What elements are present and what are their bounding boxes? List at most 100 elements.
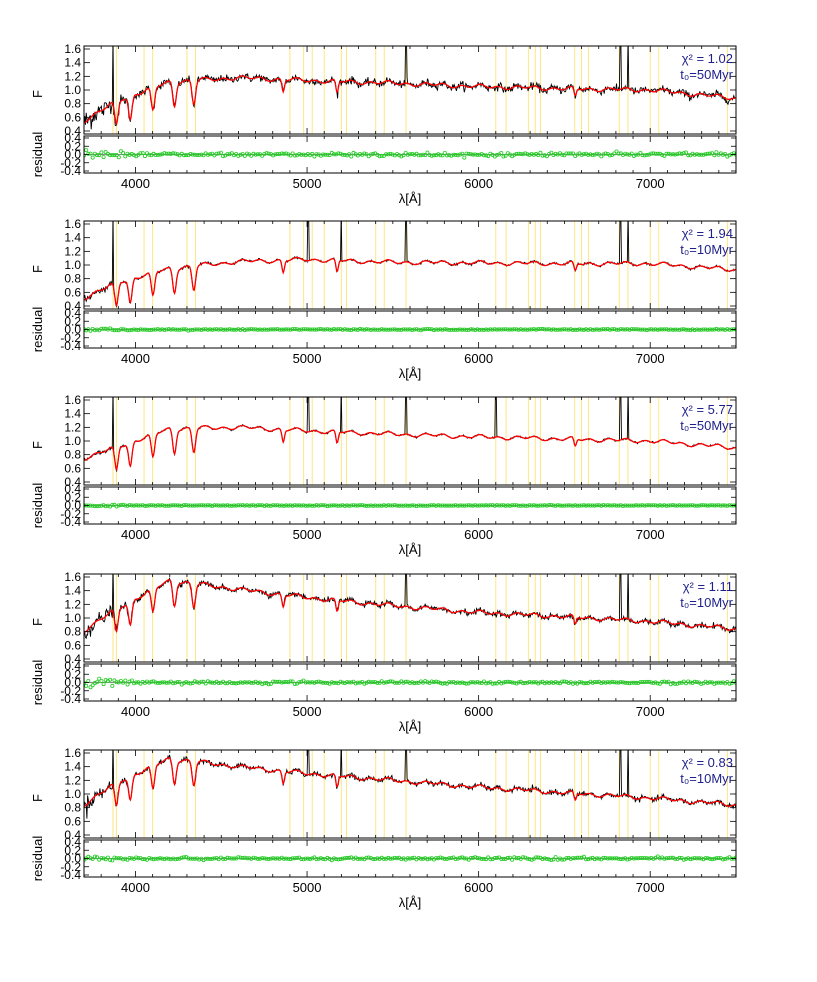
x-axis-label: λ[Å] [399, 895, 421, 910]
residual-point [371, 857, 376, 862]
residual-point [607, 856, 612, 861]
residual-point [227, 856, 232, 861]
residual-point [536, 327, 541, 332]
residual-point [281, 503, 286, 508]
residual-point [357, 680, 362, 685]
residual-point [431, 328, 436, 333]
residual-point [671, 152, 676, 157]
residual-point [573, 680, 578, 685]
y-tick-label: 1.6 [64, 217, 81, 231]
residual-point [668, 327, 673, 332]
residual-point [208, 327, 213, 332]
residual-point [501, 856, 506, 861]
residual-point [494, 152, 499, 157]
residual-point [227, 152, 232, 157]
residual-point [125, 503, 130, 508]
residual-point [523, 327, 528, 332]
residual-point [179, 855, 184, 860]
residual-point [562, 503, 567, 508]
residual-point [229, 681, 234, 686]
residual-point [531, 503, 536, 508]
residual-point [162, 857, 167, 862]
residual-point [379, 153, 384, 158]
residual-point [481, 153, 486, 158]
residual-point [707, 856, 712, 861]
residual-point [199, 679, 204, 684]
residual-point [84, 328, 89, 333]
y-tick-label: 0.8 [64, 97, 81, 111]
residual-point [699, 503, 704, 508]
residual-point [105, 503, 110, 508]
residual-point [714, 503, 719, 508]
residual-point [549, 327, 554, 332]
residual-point [638, 856, 643, 861]
residual-point [442, 327, 447, 332]
residual-point [516, 680, 521, 685]
residual-point [318, 503, 323, 508]
residual-point [542, 681, 547, 686]
residual-point [140, 327, 145, 332]
residual-point [218, 327, 223, 332]
residual-point [355, 856, 360, 861]
residual-point [225, 855, 230, 860]
residual-point [486, 327, 491, 332]
residual-point [305, 503, 310, 508]
residual-point [438, 327, 443, 332]
residual-point [379, 503, 384, 508]
residual-point [494, 327, 499, 332]
residual-point [673, 503, 678, 508]
residual-point [671, 855, 676, 860]
residual-point [603, 503, 608, 508]
residual-point [420, 327, 425, 332]
residual-point [288, 857, 293, 862]
residual-point [468, 680, 473, 685]
residual-point [249, 327, 254, 332]
residual-point [158, 503, 163, 508]
residual-point [510, 680, 515, 685]
residual-point [534, 327, 539, 332]
residual-point [101, 856, 106, 861]
residual-point [138, 151, 143, 156]
residual-point [121, 680, 126, 685]
residual-point [297, 152, 302, 157]
residual-point [503, 327, 508, 332]
residual-point [203, 856, 208, 861]
residual-point [610, 503, 615, 508]
residual-point [260, 327, 265, 332]
residual-point [497, 327, 502, 332]
residual-point [542, 153, 547, 158]
residual-point [705, 856, 710, 861]
residual-point [138, 327, 143, 332]
residual-point [199, 152, 204, 157]
residual-point [664, 503, 669, 508]
residual-point [638, 680, 643, 685]
residual-point [86, 151, 91, 156]
residual-point [573, 856, 578, 861]
residual-point [660, 327, 665, 332]
residual-point [527, 152, 532, 157]
residual-point [473, 503, 478, 508]
residual-point [347, 327, 352, 332]
residual-point [116, 155, 121, 160]
residual-point [644, 328, 649, 333]
residual-point [503, 679, 508, 684]
residual-point [534, 151, 539, 156]
residual-point [127, 328, 132, 333]
residual-point [679, 680, 684, 685]
residual-point [331, 326, 336, 331]
residual-point [542, 503, 547, 508]
residual-point [149, 327, 154, 332]
residual-point [484, 503, 489, 508]
residual-point [594, 680, 599, 685]
y-tick-label: 0.4 [64, 652, 81, 666]
residual-point [501, 327, 506, 332]
residual-point [460, 327, 465, 332]
residual-point [466, 503, 471, 508]
residual-point [692, 856, 697, 861]
residual-point [388, 503, 393, 508]
residual-point [660, 679, 665, 684]
residual-point [555, 327, 560, 332]
residual-point [560, 857, 565, 862]
residual-point [351, 503, 356, 508]
residual-point [312, 503, 317, 508]
